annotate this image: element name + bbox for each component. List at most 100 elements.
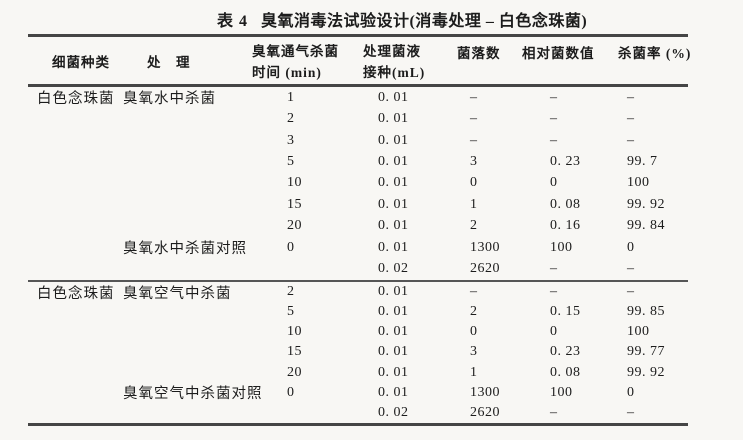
cell-colonies: 1 — [470, 196, 478, 212]
cell-kill-rate: 99. 85 — [627, 304, 665, 320]
table-row: 3 0. 01 – – – — [28, 130, 728, 151]
cell-kill-rate: – — [627, 284, 635, 300]
cell-time: 20 — [287, 218, 302, 234]
cell-colonies: 2 — [470, 218, 478, 234]
table-row: 0. 02 2620 – – — [28, 259, 728, 280]
header-inoculation-line2: 接种(mL) — [363, 65, 426, 80]
cell-time: 20 — [287, 364, 302, 380]
cell-colonies: 1300 — [470, 384, 500, 400]
cell-colonies: 0 — [470, 175, 478, 191]
cell-time: 2 — [287, 284, 295, 300]
cell-inoculation: 0. 01 — [378, 89, 409, 105]
table-row: 白色念珠菌 臭氧水中杀菌 1 0. 01 – – – — [28, 87, 728, 108]
cell-kill-rate: – — [627, 89, 635, 105]
table-row: 5 0. 01 2 0. 15 99. 85 — [28, 302, 728, 322]
header-time-line1: 臭氧通气杀菌 — [252, 44, 339, 59]
cell-colonies: 0 — [470, 324, 478, 340]
table-caption: 表 4 臭氧消毒法试验设计(消毒处理 – 白色念珠菌) — [0, 7, 743, 30]
cell-colonies: 1 — [470, 364, 478, 380]
table-row: 15 0. 01 1 0. 08 99. 92 — [28, 194, 728, 215]
cell-inoculation: 0. 01 — [378, 154, 409, 170]
cell-colonies: 2620 — [470, 404, 500, 420]
cell-inoculation: 0. 01 — [378, 239, 409, 255]
cell-kill-rate: 99. 84 — [627, 218, 665, 234]
cell-time: 0 — [287, 384, 295, 400]
table-row: 20 0. 01 2 0. 16 99. 84 — [28, 216, 728, 237]
table-row: 10 0. 01 0 0 100 — [28, 173, 728, 194]
header-treatment: 处 理 — [147, 55, 191, 70]
cell-relative: 100 — [550, 384, 573, 400]
cell-time: 5 — [287, 154, 295, 170]
cell-relative: 0 — [550, 324, 558, 340]
table-header-rule — [28, 84, 688, 87]
cell-relative: – — [550, 284, 558, 300]
cell-relative: – — [550, 111, 558, 127]
cell-kill-rate: 0 — [627, 239, 635, 255]
table-title: 臭氧消毒法试验设计(消毒处理 – 白色念珠菌) — [261, 13, 588, 30]
cell-species: 白色念珠菌 — [37, 91, 115, 108]
cell-colonies: – — [470, 89, 478, 105]
table-bottom-rule — [28, 423, 688, 426]
cell-kill-rate: 99. 77 — [627, 344, 665, 360]
cell-relative: 0. 08 — [550, 196, 581, 212]
cell-inoculation: 0. 02 — [378, 261, 409, 277]
cell-kill-rate: 100 — [627, 324, 650, 340]
cell-relative: 0. 15 — [550, 304, 581, 320]
cell-relative: – — [550, 404, 558, 420]
table-number: 表 4 — [217, 13, 249, 30]
cell-relative: 0. 23 — [550, 154, 581, 170]
cell-time: 2 — [287, 111, 295, 127]
cell-relative: – — [550, 89, 558, 105]
table-row: 20 0. 01 1 0. 08 99. 92 — [28, 363, 728, 383]
table-row: 15 0. 01 3 0. 23 99. 77 — [28, 342, 728, 362]
cell-inoculation: 0. 01 — [378, 196, 409, 212]
cell-time: 15 — [287, 344, 302, 360]
cell-relative: – — [550, 132, 558, 148]
cell-relative: 0. 08 — [550, 364, 581, 380]
cell-colonies: 3 — [470, 154, 478, 170]
cell-time: 5 — [287, 304, 295, 320]
table-section-air: 白色念珠菌 臭氧空气中杀菌 2 0. 01 – – – 5 0. 01 2 0. 15 99. 85… — [28, 282, 728, 423]
header-relative-count: 相对菌数值 — [522, 46, 595, 61]
cell-colonies: 2620 — [470, 261, 500, 277]
cell-colonies: – — [470, 111, 478, 127]
header-kill-rate: 杀菌率 (%) — [618, 46, 692, 61]
cell-inoculation: 0. 01 — [378, 175, 409, 191]
cell-kill-rate: 99. 7 — [627, 154, 658, 170]
cell-time: 3 — [287, 132, 295, 148]
cell-kill-rate: 0 — [627, 384, 635, 400]
cell-kill-rate: 99. 92 — [627, 364, 665, 380]
header-species: 细菌种类 — [52, 55, 110, 70]
table-row: 0. 02 2620 – – — [28, 403, 728, 423]
header-time-line2: 时间 (min) — [252, 65, 322, 80]
table-section-water: 白色念珠菌 臭氧水中杀菌 1 0. 01 – – – 2 0. 01 – – – 3 0. 01 – – –… — [28, 87, 728, 280]
cell-relative: 0 — [550, 175, 558, 191]
cell-treatment: 臭氧水中杀菌对照 — [123, 241, 247, 258]
cell-inoculation: 0. 01 — [378, 284, 409, 300]
cell-time: 0 — [287, 239, 295, 255]
cell-colonies: – — [470, 284, 478, 300]
cell-colonies: – — [470, 132, 478, 148]
cell-kill-rate: – — [627, 111, 635, 127]
cell-colonies: 2 — [470, 304, 478, 320]
cell-treatment: 臭氧空气中杀菌 — [123, 285, 232, 302]
cell-inoculation: 0. 01 — [378, 364, 409, 380]
cell-kill-rate: – — [627, 132, 635, 148]
table-row: 白色念珠菌 臭氧空气中杀菌 2 0. 01 – – – — [28, 282, 728, 302]
cell-time: 15 — [287, 196, 302, 212]
table-top-rule — [28, 34, 688, 37]
table-header-row: 细菌种类 处 理 臭氧通气杀菌 时间 (min) 处理菌液 接种(mL) 菌落数… — [0, 34, 743, 84]
cell-kill-rate: 99. 92 — [627, 196, 665, 212]
cell-inoculation: 0. 01 — [378, 324, 409, 340]
table-row: 10 0. 01 0 0 100 — [28, 322, 728, 342]
cell-kill-rate: 100 — [627, 175, 650, 191]
cell-relative: 100 — [550, 239, 573, 255]
cell-inoculation: 0. 01 — [378, 132, 409, 148]
cell-inoculation: 0. 01 — [378, 218, 409, 234]
header-inoculation-line1: 处理菌液 — [363, 44, 421, 59]
cell-colonies: 1300 — [470, 239, 500, 255]
cell-colonies: 3 — [470, 344, 478, 360]
cell-inoculation: 0. 02 — [378, 404, 409, 420]
cell-kill-rate: – — [627, 261, 635, 277]
cell-inoculation: 0. 01 — [378, 384, 409, 400]
